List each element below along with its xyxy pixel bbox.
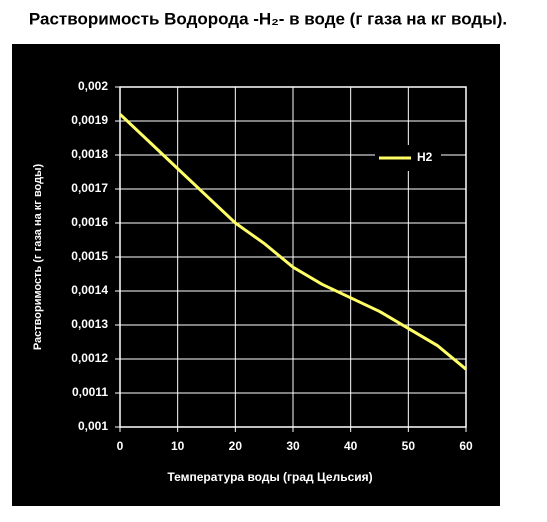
y-axis-label: Растворимость (г газа на кг воды) — [32, 163, 44, 350]
y-tick-label: 0,0012 — [71, 351, 108, 365]
y-tick-label: 0,0016 — [71, 215, 108, 229]
y-tick-label: 0,0015 — [71, 249, 108, 263]
plot-frame — [119, 86, 467, 428]
y-tick-label: 0,0018 — [71, 147, 108, 161]
y-tick-label: 0,0013 — [71, 317, 108, 331]
legend-label: H2 — [417, 150, 433, 164]
x-axis-label: Температура воды (град Цельсия) — [167, 470, 372, 484]
y-tick-label: 0,001 — [78, 419, 108, 433]
x-tick-label: 40 — [344, 439, 358, 453]
y-tick-label: 0,002 — [78, 79, 108, 93]
x-tick-label: 10 — [171, 439, 185, 453]
y-tick-label: 0,0017 — [71, 181, 108, 195]
y-tick-label: 0,0011 — [72, 385, 108, 399]
x-tick-label: 20 — [229, 439, 243, 453]
x-tick-label: 50 — [402, 439, 416, 453]
chart-title: Растворимость Водорода -H₂- в воде (г га… — [29, 9, 507, 28]
x-tick-label: 0 — [117, 439, 124, 453]
y-tick-label: 0,0014 — [71, 283, 108, 297]
x-tick-label: 30 — [286, 439, 300, 453]
x-tick-label: 60 — [459, 439, 473, 453]
y-tick-label: 0,0019 — [71, 113, 108, 127]
line-series — [118, 113, 467, 371]
